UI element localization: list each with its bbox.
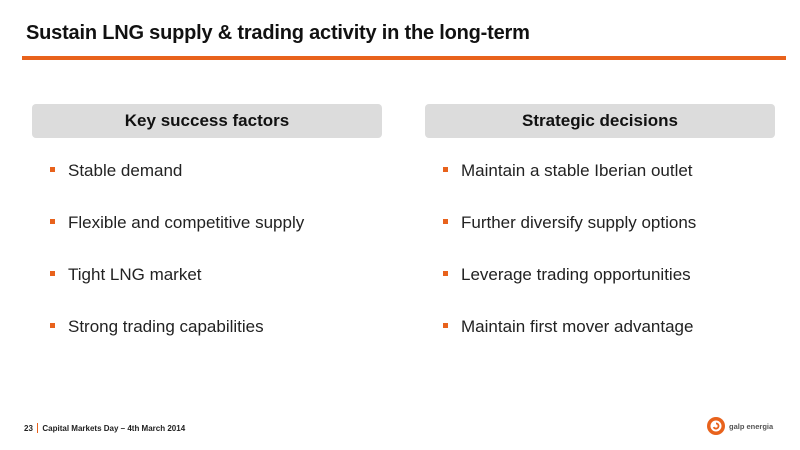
slide-footer: 23 Capital Markets Day – 4th March 2014 — [24, 423, 185, 433]
key-success-factors-column: Key success factors Stable demand Flexib… — [32, 104, 382, 336]
list-item-text: Leverage trading opportunities — [461, 265, 691, 284]
slide-title: Sustain LNG supply & trading activity in… — [26, 22, 530, 44]
company-logo: galp energia — [706, 416, 773, 436]
bullet-square-icon — [443, 270, 448, 276]
list-item: Maintain first mover advantage — [425, 317, 693, 337]
list-item: Strong trading capabilities — [32, 317, 264, 337]
list-item-text: Strong trading capabilities — [68, 317, 264, 336]
logo-text: galp energia — [729, 421, 774, 431]
list-item-text: Tight LNG market — [68, 265, 202, 284]
title-divider — [22, 56, 786, 60]
bullet-square-icon — [50, 270, 55, 276]
column-header: Key success factors — [32, 104, 382, 138]
list-item-text: Maintain a stable Iberian outlet — [461, 161, 693, 180]
bullet-square-icon — [443, 166, 448, 172]
list-item: Flexible and competitive supply — [32, 213, 304, 233]
list-item-text: Maintain first mover advantage — [461, 317, 694, 336]
event-label: Capital Markets Day – 4th March 2014 — [42, 423, 186, 433]
column-header: Strategic decisions — [425, 104, 775, 138]
galp-logo-icon — [707, 417, 725, 435]
footer-divider — [36, 423, 39, 433]
strategic-decisions-column: Strategic decisions Maintain a stable Ib… — [425, 104, 775, 336]
list-item-text: Flexible and competitive supply — [68, 213, 305, 232]
list-item-text: Further diversify supply options — [461, 213, 697, 232]
list-item-text: Stable demand — [68, 161, 183, 180]
bullet-square-icon — [443, 218, 448, 224]
list-item: Leverage trading opportunities — [425, 265, 691, 285]
list-item: Further diversify supply options — [425, 213, 696, 233]
bullet-square-icon — [443, 322, 448, 328]
bullet-square-icon — [50, 166, 55, 172]
list-item: Maintain a stable Iberian outlet — [425, 161, 693, 181]
list-item: Stable demand — [32, 161, 182, 181]
bullet-square-icon — [50, 218, 55, 224]
bullet-square-icon — [50, 322, 55, 328]
page-number: 23 — [24, 423, 33, 433]
list-item: Tight LNG market — [32, 265, 202, 285]
